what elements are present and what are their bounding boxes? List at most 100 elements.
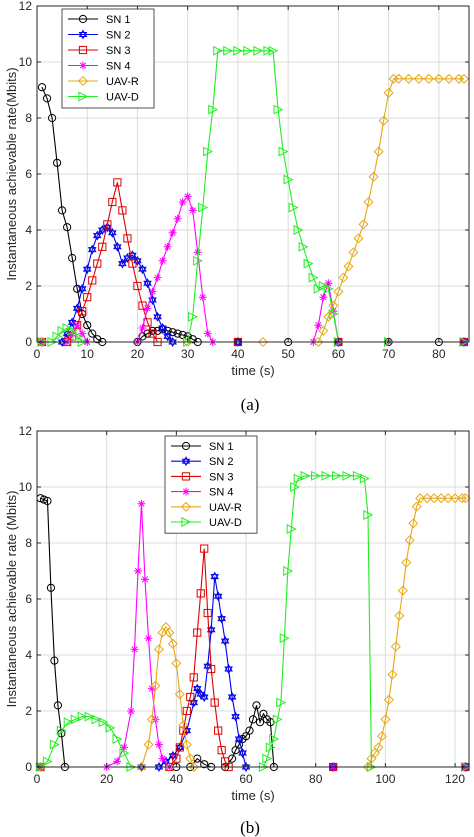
data-point [203, 608, 212, 618]
data-point [37, 83, 47, 92]
data-point [78, 329, 87, 338]
data-point [458, 73, 470, 84]
y-tick-label: 4 [25, 648, 32, 662]
data-point [387, 669, 398, 680]
data-point [348, 247, 359, 258]
data-point [217, 746, 226, 755]
data-point [150, 680, 161, 691]
data-point [403, 73, 414, 84]
legend: SN 1 SN 2 SN 3 SN 4 UAV-R UAV-D [164, 435, 258, 534]
x-tick-label: 50 [281, 347, 295, 361]
data-point [92, 230, 102, 241]
data-point [112, 734, 123, 744]
data-point [288, 202, 299, 213]
data-point [128, 259, 137, 268]
data-point [199, 692, 209, 702]
data-point [318, 325, 329, 336]
data-point [272, 714, 283, 725]
data-point [174, 689, 185, 700]
data-point [84, 711, 95, 722]
data-point [279, 633, 290, 644]
x-axis-label: time (s) [231, 788, 274, 803]
data-point [223, 45, 234, 56]
x-tick-label: 0 [34, 347, 41, 361]
data-point [53, 701, 63, 710]
data-point [148, 684, 156, 693]
data-point [73, 321, 82, 330]
legend-swatch-marker [78, 45, 88, 55]
data-point [429, 493, 440, 504]
data-point [120, 743, 129, 752]
y-tick-label: 0 [25, 760, 32, 774]
series-line [42, 226, 464, 343]
y-axis-label: Instantaneous achievable rate (Mbits) [4, 491, 19, 708]
data-point [401, 557, 412, 568]
data-point [353, 233, 364, 244]
data-point [186, 692, 195, 702]
legend-box [164, 435, 258, 534]
data-point [168, 337, 177, 347]
legend-label: UAV-D [106, 92, 139, 104]
legend-label: SN 2 [106, 30, 130, 42]
data-point [273, 104, 284, 115]
legend-swatch-marker [78, 91, 89, 102]
data-point [185, 753, 196, 764]
data-point [153, 311, 162, 322]
data-point [286, 524, 297, 534]
data-point [62, 323, 73, 333]
data-point [328, 300, 339, 311]
data-point [413, 73, 424, 84]
data-point [68, 253, 77, 263]
y-tick-label: 10 [19, 480, 33, 494]
data-point [113, 241, 122, 252]
x-tick-label: 40 [170, 772, 184, 786]
data-point [404, 535, 415, 546]
data-point [56, 725, 67, 736]
x-tick-label: 20 [100, 772, 114, 786]
series-uav-r [36, 73, 470, 348]
data-point [163, 242, 172, 251]
legend-item: UAV-R [171, 501, 242, 514]
data-point [328, 309, 339, 319]
data-point [217, 613, 226, 624]
legend-label: SN 4 [106, 61, 130, 73]
data-point [133, 281, 142, 291]
data-point [200, 760, 209, 769]
data-point [88, 276, 97, 285]
legend-swatch-marker [181, 517, 192, 527]
legend-swatch-marker [180, 501, 192, 512]
data-point [213, 45, 224, 56]
data-point [143, 304, 152, 313]
data-point [154, 740, 163, 749]
data-point [178, 330, 187, 340]
panel-label: (b) [240, 818, 260, 837]
x-tick-label: 30 [181, 347, 195, 361]
data-point [183, 192, 192, 201]
data-point [73, 284, 82, 293]
data-point [67, 325, 78, 336]
data-point [77, 283, 87, 294]
data-point [148, 287, 157, 296]
y-tick-label: 4 [25, 223, 32, 237]
legend-label: UAV-R [106, 76, 139, 88]
data-point [248, 715, 258, 724]
data-point [397, 585, 408, 596]
data-point [93, 335, 102, 344]
data-point [113, 178, 122, 187]
legend-item: SN 1 [171, 441, 233, 453]
data-point [77, 711, 88, 722]
data-point [283, 174, 294, 185]
data-point [118, 258, 127, 269]
data-point [173, 214, 182, 223]
data-point [436, 493, 447, 504]
legend-item: SN 2 [171, 456, 233, 468]
data-point [42, 94, 52, 103]
data-point [383, 87, 394, 98]
data-point [91, 714, 102, 725]
data-point [323, 283, 334, 294]
data-point [433, 73, 444, 84]
x-tick-label: 10 [81, 347, 95, 361]
data-point [303, 258, 314, 269]
data-point [276, 697, 287, 708]
data-point [324, 279, 333, 288]
